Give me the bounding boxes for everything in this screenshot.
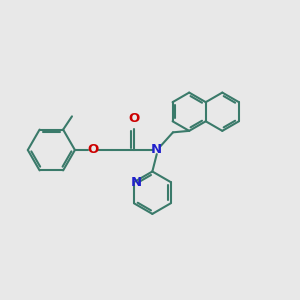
Text: O: O <box>87 143 98 157</box>
Text: O: O <box>128 112 140 125</box>
Text: N: N <box>131 176 142 189</box>
Text: N: N <box>151 143 162 157</box>
